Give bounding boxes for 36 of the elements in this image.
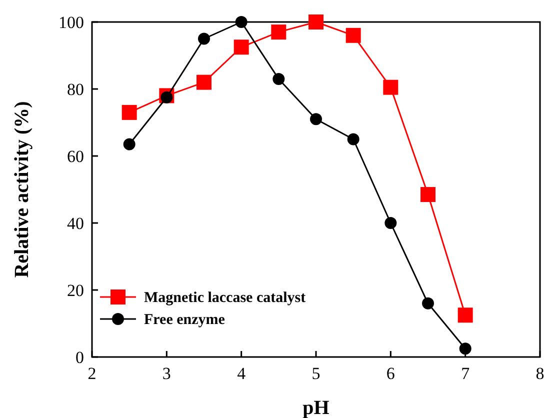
point	[160, 91, 173, 104]
x-tick-label: 7	[461, 364, 470, 383]
y-tick-label: 40	[67, 214, 84, 233]
legend-label: Free enzyme	[144, 312, 226, 328]
point	[308, 14, 324, 30]
legend-label: Magnetic laccase catalyst	[144, 290, 306, 306]
point	[458, 308, 473, 323]
y-tick-label: 80	[67, 80, 84, 99]
point	[383, 80, 398, 95]
point	[234, 40, 249, 55]
x-tick-label: 2	[88, 364, 96, 383]
point	[198, 32, 210, 45]
point	[310, 113, 322, 126]
point	[196, 74, 212, 90]
point	[346, 28, 361, 43]
x-tick-label: 6	[386, 364, 395, 383]
x-tick-label: 5	[312, 364, 320, 383]
x-tick-label: 3	[162, 364, 171, 383]
point	[384, 217, 397, 229]
point	[272, 72, 285, 85]
x-tick-label: 8	[536, 364, 544, 383]
point	[271, 24, 286, 40]
point	[235, 16, 248, 28]
y-tick-label: 0	[76, 348, 84, 367]
point	[422, 297, 434, 310]
point	[420, 187, 436, 202]
y-tick-label: 100	[58, 13, 84, 32]
x-tick-label: 4	[237, 364, 246, 383]
point	[123, 138, 136, 150]
x-axis-title: pH	[302, 397, 330, 418]
point	[122, 104, 137, 120]
y-axis-title: Relative activity (%)	[11, 101, 33, 278]
y-tick-label: 60	[67, 147, 84, 166]
point	[459, 342, 472, 355]
point	[347, 133, 360, 146]
y-tick-label: 20	[67, 281, 84, 300]
